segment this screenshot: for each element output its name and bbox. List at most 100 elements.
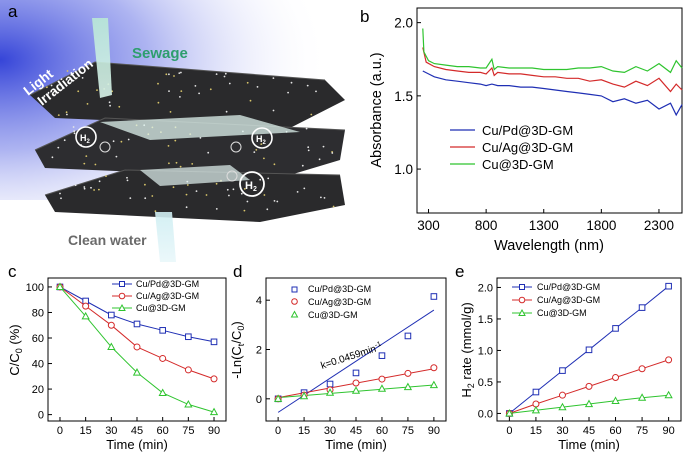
y-tick-label: 40: [32, 359, 44, 371]
legend-marker: [118, 292, 126, 300]
x-tick-label: 30: [105, 425, 117, 437]
legend: Cu/Pd@3D-GM Cu/Ag@3D-GM Cu@3D-GM: [512, 282, 600, 318]
data-point: [159, 327, 166, 334]
sewage-label: Sewage: [132, 45, 188, 62]
particle: [256, 86, 259, 88]
particle: [50, 84, 53, 87]
particle: [83, 162, 86, 165]
particle: [126, 176, 128, 179]
particle: [172, 186, 175, 189]
legend-label: Cu@3D-GM: [482, 157, 554, 172]
particle: [276, 200, 279, 203]
particle: [127, 138, 130, 141]
particle: [199, 137, 202, 139]
particle: [266, 208, 269, 211]
data-point: [585, 346, 593, 354]
legend-label: Cu/Ag@3D-GM: [482, 140, 573, 155]
particle: [93, 189, 95, 191]
legend-label: Cu/Pd@3D-GM: [136, 279, 199, 289]
data-point: [184, 366, 192, 374]
particle: [90, 186, 92, 189]
particle: [290, 81, 293, 84]
particle: [154, 210, 157, 213]
data-point: [430, 364, 438, 372]
data-point: [351, 386, 361, 394]
particle: [228, 82, 231, 85]
x-tick-label: 90: [428, 425, 440, 437]
water-layer-2: [140, 165, 250, 186]
particle: [83, 187, 86, 190]
particle: [260, 143, 263, 146]
legend-label: Cu/Pd@3D-GM: [537, 282, 600, 292]
y-tick-label: 0: [38, 410, 44, 422]
particle: [225, 110, 228, 113]
particle: [109, 104, 111, 107]
x-tick-label: 45: [583, 425, 595, 437]
particle: [175, 161, 178, 164]
particle: [287, 91, 289, 94]
water-layer-1: [100, 115, 300, 140]
particle: [194, 85, 197, 87]
x-tick-label: 1800: [586, 218, 616, 233]
particle: [273, 200, 276, 202]
particle: [66, 70, 69, 72]
h2-bubble: H2: [239, 171, 265, 197]
particle: [63, 139, 66, 142]
x-tick-label: 30: [556, 425, 568, 437]
x-tick-label: 2300: [644, 218, 674, 233]
y-tick-label: 2.0: [478, 282, 493, 294]
particle: [59, 192, 61, 195]
particle: [120, 140, 123, 143]
x-tick-label: 90: [662, 425, 674, 437]
legend-marker: [518, 296, 526, 304]
data-point: [299, 391, 309, 400]
x-tick-label: 15: [80, 425, 92, 437]
x-tick-label: 0: [275, 425, 281, 437]
data-point: [326, 380, 334, 388]
particle: [186, 184, 189, 186]
x-axis-title: Time (min): [106, 437, 168, 452]
particle: [255, 149, 258, 151]
kinetics-panel: d 0 15 30 45 60 75 90 0 2 4 Cu/Pd@3D-GM Cu/Ag@3D-…: [229, 262, 447, 452]
data-point: [210, 338, 218, 346]
data-point: [637, 393, 647, 401]
particle: [259, 138, 262, 140]
panel-label-c: c: [8, 262, 17, 281]
legend-marker: [291, 298, 298, 305]
particle: [331, 152, 334, 154]
legend: Cu/Pd@3D-GM Cu/Ag@3D-GM Cu@3D-GM: [290, 284, 371, 320]
particle: [85, 155, 88, 158]
y-tick-label: 0.0: [478, 408, 493, 420]
particle: [249, 99, 252, 102]
particle: [165, 73, 168, 76]
legend-marker: [519, 284, 525, 290]
data-point: [377, 384, 387, 392]
particle: [60, 197, 62, 200]
rate-constant-annotation: k=0.0459min-1: [319, 341, 383, 372]
data-point: [584, 399, 594, 408]
data-point: [611, 396, 620, 404]
panel-label-b: b: [360, 7, 369, 26]
particle: [98, 180, 101, 183]
particle: [144, 183, 146, 186]
legend-label: Cu@3D-GM: [136, 303, 186, 313]
particle: [246, 81, 249, 84]
particle: [191, 163, 194, 165]
particle: [315, 90, 317, 93]
particle: [115, 155, 118, 158]
h2-bubble: H2: [75, 126, 97, 148]
data-point: [665, 282, 672, 290]
particle: [112, 140, 115, 143]
data-point: [429, 380, 439, 389]
data-point: [132, 368, 142, 376]
particle: [168, 162, 170, 165]
particle: [108, 101, 111, 104]
particle: [232, 188, 235, 191]
data-point: [82, 302, 90, 310]
legend-label: Cu/Ag@3D-GM: [537, 295, 600, 305]
particle: [157, 82, 159, 85]
y-tick-label: 60: [32, 333, 44, 345]
sewage-stream-in: [92, 18, 112, 98]
particle: [310, 113, 313, 116]
